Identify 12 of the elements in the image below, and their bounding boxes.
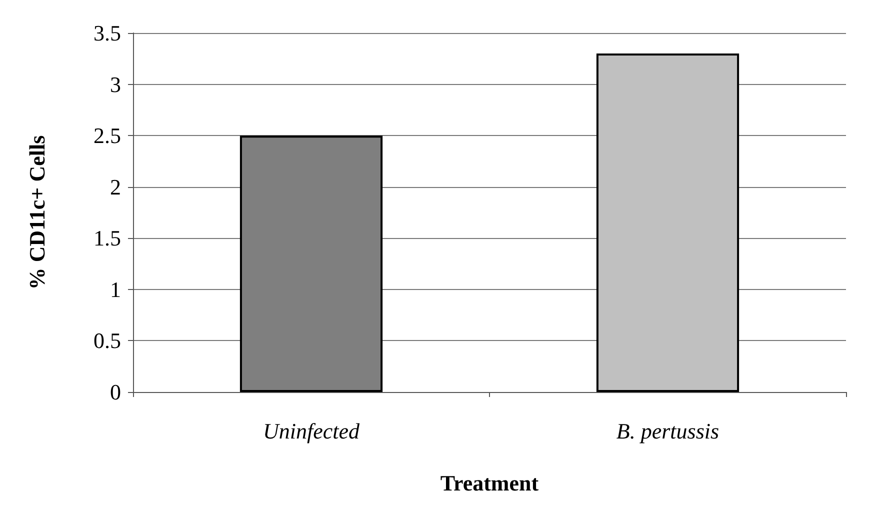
y-axis-title: % CD11c+ Cells: [24, 134, 50, 290]
y-tick-label: 3.5: [94, 20, 121, 46]
y-tick-label: 2: [110, 174, 121, 200]
y-tick-label: 0.5: [94, 328, 121, 354]
x-tick-label: Uninfected: [262, 418, 361, 444]
y-tick-label: 1: [110, 276, 121, 302]
y-tick-label: 1.5: [94, 226, 121, 251]
x-tick-label: B. pertussis: [616, 418, 720, 444]
y-tick-label: 3: [110, 72, 121, 97]
y-tick-label: 2.5: [94, 123, 121, 148]
y-tick-label: 0: [110, 380, 121, 404]
x-axis-title: Treatment: [440, 470, 540, 496]
